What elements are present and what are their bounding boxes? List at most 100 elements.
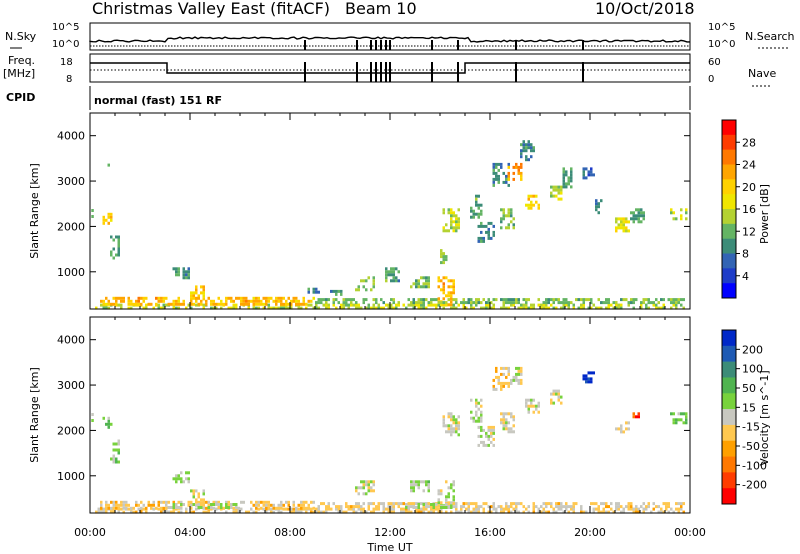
velocity-x-ticks	[89, 317, 691, 513]
heatmap-cell	[387, 270, 390, 274]
heatmap-cell	[467, 502, 470, 506]
heatmap-cell	[297, 510, 300, 514]
heatmap-cell	[187, 477, 190, 481]
heatmap-cell	[512, 177, 515, 181]
heatmap-cell	[475, 301, 478, 305]
heatmap-cell	[527, 398, 530, 402]
heatmap-cell	[510, 301, 513, 305]
heatmap-cell	[322, 303, 325, 307]
heatmap-cell	[680, 507, 683, 511]
heatmap-cell	[270, 507, 273, 511]
heatmap-cell	[422, 507, 425, 511]
y-tick-label: 3000	[57, 379, 85, 392]
heatmap-cell	[477, 507, 480, 511]
heatmap-cell	[195, 303, 198, 307]
heatmap-cell	[557, 301, 560, 305]
heatmap-cell	[305, 510, 308, 514]
heatmap-cell	[352, 507, 355, 511]
heatmap-cell	[350, 303, 353, 307]
heatmap-cell	[477, 298, 480, 302]
heatmap-cell	[387, 507, 390, 511]
heatmap-cell	[312, 287, 315, 291]
heatmap-cell	[680, 412, 683, 416]
heatmap-cell	[140, 506, 143, 510]
heatmap-cell	[357, 502, 360, 506]
heatmap-cell	[395, 276, 398, 280]
heatmap-cell	[525, 398, 528, 402]
heatmap-cell	[182, 276, 185, 280]
heatmap-cell	[477, 206, 480, 210]
heatmap-cell	[117, 238, 120, 242]
heatmap-cell	[112, 256, 115, 260]
heatmap-cell	[487, 230, 490, 234]
heatmap-cell	[157, 303, 160, 307]
heatmap-cell	[425, 507, 428, 511]
heatmap-cell	[460, 507, 463, 511]
heatmap-cell	[427, 486, 430, 490]
heatmap-cell	[130, 299, 133, 303]
heatmap-cell	[105, 510, 108, 514]
heatmap-cell	[250, 507, 253, 511]
heatmap-cell	[280, 503, 283, 507]
heatmap-cell	[447, 415, 450, 419]
heatmap-cell	[332, 301, 335, 305]
heatmap-cell	[615, 306, 618, 310]
heatmap-cell	[297, 302, 300, 306]
heatmap-cell	[492, 378, 495, 382]
heatmap-cell	[527, 203, 530, 207]
heatmap-cell	[640, 208, 643, 212]
heatmap-cell	[107, 503, 110, 507]
heatmap-cell	[450, 430, 453, 434]
heatmap-cell	[485, 443, 488, 447]
heatmap-cell	[287, 306, 290, 310]
heatmap-cell	[412, 301, 415, 305]
heatmap-cell	[262, 503, 265, 507]
heatmap-cell	[282, 507, 285, 511]
heatmap-cell	[635, 415, 638, 419]
heatmap-cell	[107, 416, 110, 420]
heatmap-cell	[530, 155, 533, 159]
heatmap-cell	[532, 303, 535, 307]
heatmap-cell	[515, 366, 518, 370]
colorbar-segment	[722, 488, 736, 505]
heatmap-cell	[470, 398, 473, 402]
heatmap-cell	[445, 301, 448, 305]
heatmap-cell	[522, 510, 525, 514]
heatmap-cell	[567, 303, 570, 307]
heatmap-cell	[192, 296, 195, 300]
heatmap-cell	[442, 291, 445, 295]
heatmap-cell	[177, 302, 180, 306]
colorbar-segment	[722, 377, 736, 394]
heatmap-cell	[490, 425, 493, 429]
heatmap-cell	[320, 502, 323, 506]
heatmap-cell	[110, 215, 113, 219]
heatmap-cell	[435, 505, 438, 509]
heatmap-cell	[382, 507, 385, 511]
heatmap-cell	[257, 296, 260, 300]
heatmap-cell	[482, 298, 485, 302]
heatmap-cell	[555, 389, 558, 393]
power-x-ticks	[89, 113, 691, 309]
heatmap-cell	[372, 303, 375, 307]
heatmap-cell	[290, 507, 293, 511]
heatmap-cell	[475, 298, 478, 302]
heatmap-cell	[267, 299, 270, 303]
heatmap-cell	[342, 510, 345, 514]
heatmap-cell	[390, 279, 393, 283]
heatmap-cell	[177, 500, 180, 504]
heatmap-cell	[575, 298, 578, 302]
heatmap-cell	[210, 299, 213, 303]
heatmap-cell	[215, 507, 218, 511]
heatmap-cell	[600, 502, 603, 506]
colorbar-tick-label: -15	[742, 421, 760, 434]
heatmap-cell	[680, 217, 683, 221]
heatmap-cell	[517, 510, 520, 514]
heatmap-cell	[495, 177, 498, 181]
heatmap-cell	[457, 226, 460, 230]
heatmap-cell	[440, 489, 443, 493]
heatmap-cell	[662, 502, 665, 506]
heatmap-cell	[342, 298, 345, 302]
heatmap-cell	[530, 401, 533, 405]
heatmap-cell	[512, 415, 515, 419]
heatmap-cell	[280, 510, 283, 514]
